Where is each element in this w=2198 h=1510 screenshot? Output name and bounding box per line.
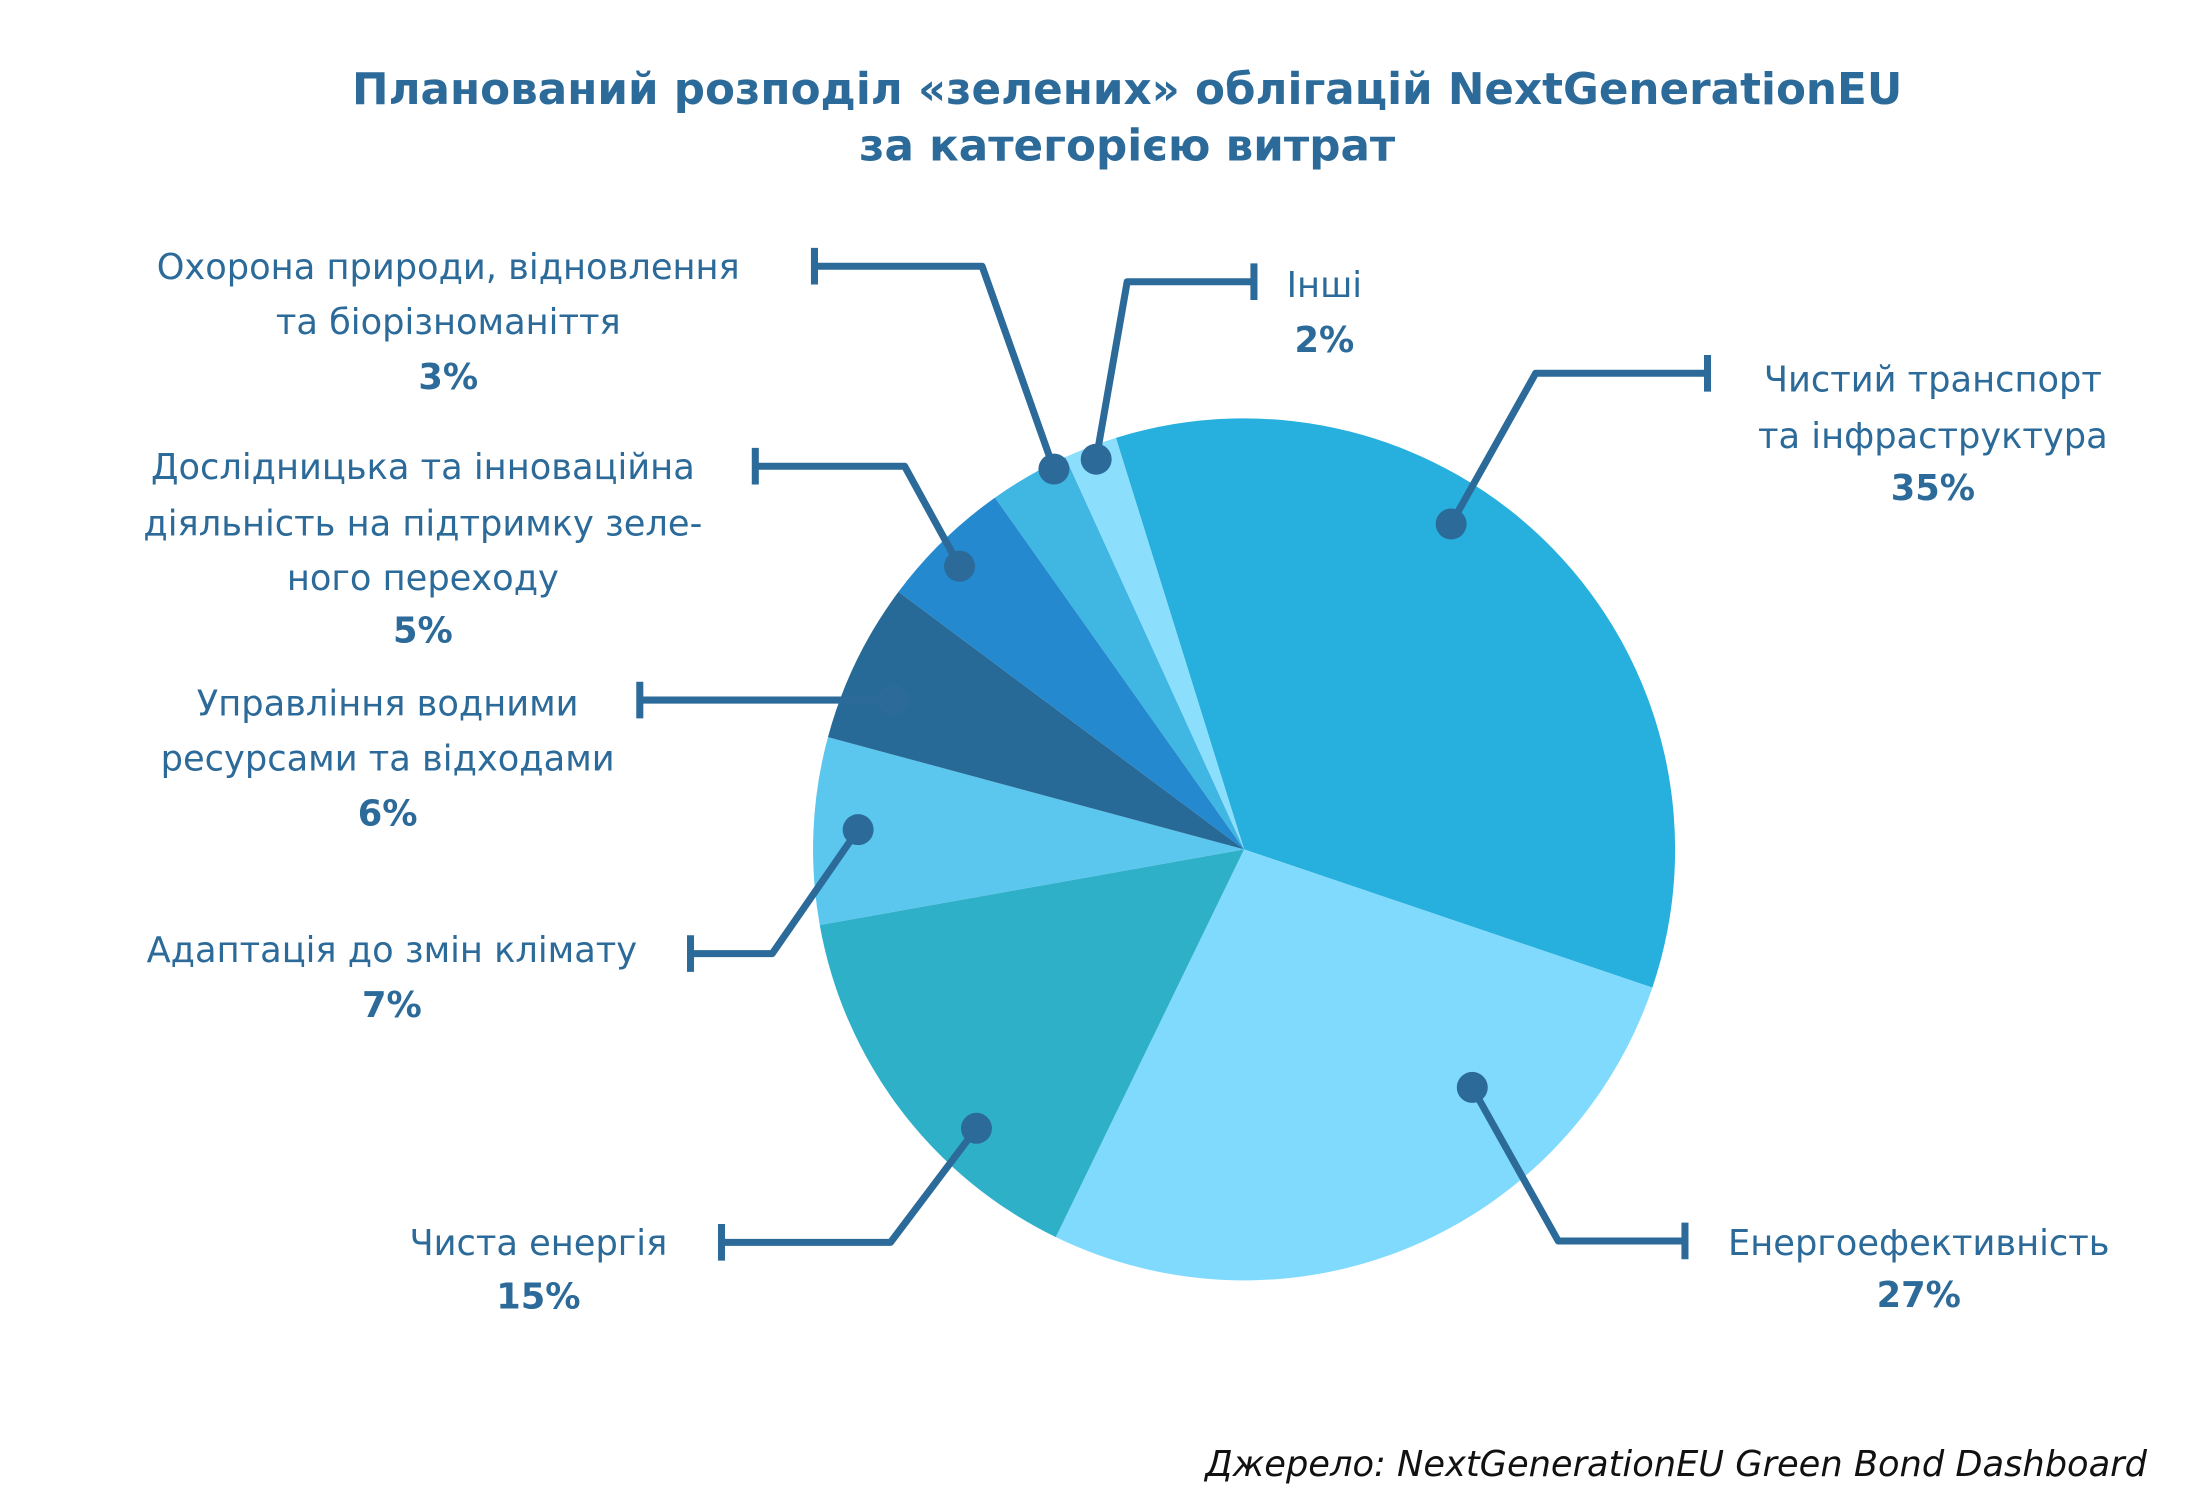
pie-slice <box>1115 418 1676 988</box>
slice-label: Інші <box>1287 265 1362 306</box>
leader-line <box>1448 369 1708 526</box>
leader-line <box>690 827 862 958</box>
leader-line <box>1092 278 1254 460</box>
slice-value-label: 5% <box>393 610 453 651</box>
slice-label: Чиста енергія <box>409 1223 667 1264</box>
pie-slice <box>1065 437 1245 850</box>
leader-dot <box>842 814 874 846</box>
pie-slice <box>819 849 1245 1238</box>
leader-dot <box>877 684 909 716</box>
slice-value-label: 27% <box>1877 1275 1961 1316</box>
slice-value-label: 35% <box>1891 468 1975 509</box>
leader-dot <box>1080 443 1112 475</box>
leader-lines <box>636 247 1712 1261</box>
slice-value-label: 2% <box>1294 320 1354 361</box>
source-note: Джерело: NextGenerationEU Green Bond Das… <box>1203 1444 2148 1485</box>
slice-label: ного переходу <box>287 558 559 599</box>
slice-value-label: 3% <box>418 357 478 398</box>
slice-label: Чистий транспорт <box>1764 360 2102 401</box>
slice-label: Дослідницька та інноваційна <box>151 447 695 488</box>
leader-line <box>1469 1085 1685 1245</box>
pie-slice <box>1055 849 1653 1281</box>
slice-label: та інфраструктура <box>1758 416 2108 457</box>
leader-dot <box>1435 508 1467 540</box>
pie-slice <box>813 737 1245 925</box>
slice-value-label: 7% <box>362 985 422 1026</box>
pie-slice <box>995 457 1245 850</box>
leader-line <box>755 462 963 568</box>
leader-dot <box>960 1112 992 1144</box>
slice-label: Енергоефективність <box>1728 1223 2110 1264</box>
pie-slice <box>898 497 1245 850</box>
chart-title-line-1: Планований розподіл «зелених» облігацій … <box>352 64 1902 115</box>
pie-slices <box>813 418 1676 1281</box>
leader-dot <box>1038 453 1070 485</box>
leader-dot <box>944 550 976 582</box>
pie-slice <box>827 591 1245 850</box>
slice-label: Охорона природи, відновлення <box>157 247 740 288</box>
leader-dot <box>1456 1071 1488 1103</box>
slice-label: Адаптація до змін клімату <box>147 930 638 971</box>
slice-label: діяльність на підтримку зеле- <box>143 503 702 544</box>
slice-label: Управління водними <box>197 684 579 725</box>
slice-value-label: 6% <box>358 793 418 834</box>
leader-line <box>721 1126 980 1246</box>
slice-labels: Чистий транспорт та інфраструктура 35% Енер… <box>143 247 2109 1318</box>
slice-label: ресурсами та відходами <box>161 738 615 779</box>
leader-line <box>814 262 1058 471</box>
slice-value-label: 15% <box>496 1277 580 1318</box>
slice-label: та біорізноманіття <box>276 302 621 343</box>
chart-title-line-2: за категорією витрат <box>859 121 1396 172</box>
